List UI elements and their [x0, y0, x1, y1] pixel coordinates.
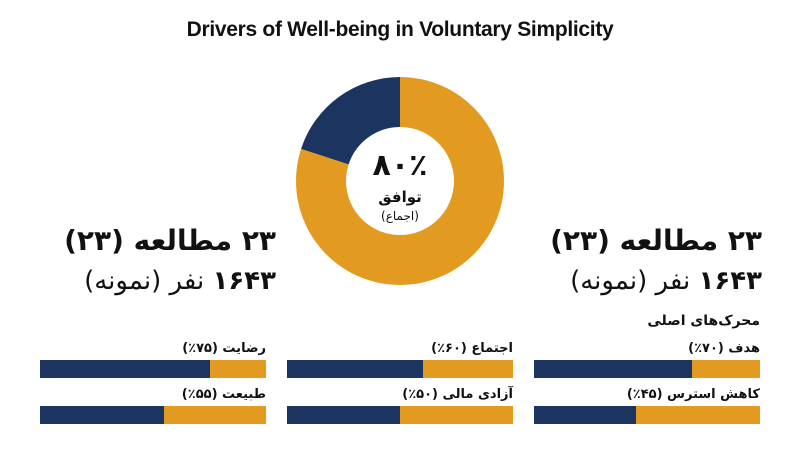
- donut-sublabel: (اجماع): [381, 209, 419, 223]
- donut-label: توافق: [378, 188, 422, 206]
- drivers-title: محرک‌های اصلی: [647, 313, 760, 329]
- bar-label-satisfaction: رضایت (۷۵٪): [182, 341, 266, 356]
- right-stats: ۲۳ مطالعه (۲۳) ۱۶۴۳ نفر (نمونه): [522, 224, 762, 298]
- bar-label-financial: آزادی مالی (۵۰٪): [402, 387, 513, 402]
- left-sample-label: نفر (نمونه): [84, 266, 205, 296]
- bar-fill-satisfaction: [40, 360, 210, 378]
- bar-track-stress: [534, 406, 760, 424]
- bar-fill-nature: [40, 406, 165, 424]
- bar-track-purpose: [534, 360, 760, 378]
- bar-track-satisfaction: [40, 360, 266, 378]
- left-studies-count: ۲۳ مطالعه (۲۳): [64, 224, 276, 257]
- bar-fill-financial: [287, 406, 400, 424]
- bar-label-stress: کاهش استرس (۴۵٪): [626, 387, 760, 402]
- left-stats: ۲۳ مطالعه (۲۳) ۱۶۴۳ نفر (نمونه): [36, 224, 276, 298]
- bar-fill-community: [287, 360, 423, 378]
- bar-fill-stress: [534, 406, 636, 424]
- bar-label-purpose: هدف (۷۰٪): [688, 341, 760, 356]
- bar-track-community: [287, 360, 513, 378]
- bar-label-nature: طبیعت (۵۵٪): [181, 387, 266, 402]
- right-sample-number: ۱۶۴۳: [698, 266, 762, 296]
- chart-title: Drivers of Well-being in Voluntary Simpl…: [186, 18, 614, 41]
- donut-segment-agreement: [296, 77, 504, 285]
- bar-label-community: اجتماع (۶۰٪): [431, 341, 513, 356]
- bar-fill-purpose: [534, 360, 693, 378]
- left-sample-size: ۱۶۴۳ نفر (نمونه): [36, 264, 276, 298]
- bar-track-financial: [287, 406, 513, 424]
- left-sample-number: ۱۶۴۳: [212, 266, 276, 296]
- right-sample-label: نفر (نمونه): [570, 266, 691, 296]
- donut-segment-remainder: [301, 77, 400, 165]
- donut-percent: ۸۰٪: [372, 148, 428, 183]
- bar-track-nature: [40, 406, 266, 424]
- right-sample-size: ۱۶۴۳ نفر (نمونه): [522, 264, 762, 298]
- right-studies-count: ۲۳ مطالعه (۲۳): [550, 224, 762, 257]
